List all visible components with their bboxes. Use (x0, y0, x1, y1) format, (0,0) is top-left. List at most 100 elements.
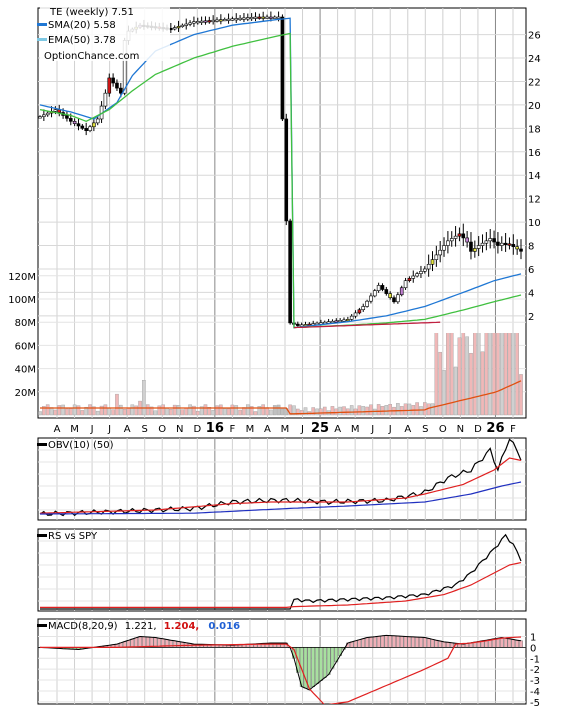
volume-bar (95, 410, 100, 416)
lower-panels-grid (38, 438, 526, 704)
macd-bar (449, 642, 454, 648)
volume-bar (222, 408, 227, 416)
volume-bar (126, 407, 131, 416)
volume-bar (207, 407, 212, 416)
volume-bar (319, 408, 323, 416)
volume-bar (199, 406, 204, 416)
candle-body (272, 16, 277, 19)
x-tick-label: M (70, 424, 79, 435)
volume-bar (161, 404, 165, 416)
macd-bar (322, 647, 327, 678)
x-tick-label: N (176, 424, 183, 435)
x-tick-label: O (158, 424, 166, 435)
volume-bar (142, 380, 146, 416)
macd-bar (411, 636, 416, 648)
macd-bar (315, 647, 319, 684)
macd-bar (376, 636, 381, 648)
macd-bar (134, 637, 139, 648)
volume-tick-label: 120M (8, 272, 36, 283)
volume-bar (330, 406, 335, 416)
candle-body (195, 21, 200, 24)
macd-legend: MACD(8,20,9) 1.221, 1.204, 0.016 (37, 621, 240, 632)
volume-bar (342, 406, 346, 416)
macd-bar (434, 639, 439, 648)
candle-body (184, 23, 189, 26)
macd-bar (365, 637, 369, 648)
macd-signal-line (40, 636, 522, 704)
obv-legend: OBV(10) (50) (37, 440, 114, 451)
price-tick-label: 18 (528, 124, 541, 135)
x-tick-label: J (107, 424, 111, 435)
macd-value: 1.221, (125, 621, 157, 632)
macd-histogram-value: 0.016 (208, 621, 240, 632)
volume-bar (311, 407, 316, 416)
macd-bar (180, 641, 185, 648)
volume-bar (57, 405, 62, 416)
macd-tick-label: -1 (530, 654, 540, 665)
macd-panel (37, 618, 527, 705)
candle-body (492, 238, 496, 243)
volume-tick-label: 100M (8, 295, 36, 306)
rs-legend: RS vs SPY (37, 531, 98, 542)
candle-body (180, 24, 185, 28)
volume-bar (515, 333, 519, 416)
volume-bar (492, 333, 496, 416)
candle-body (342, 319, 346, 322)
candle-body (496, 241, 500, 246)
x-tick-label: M (246, 424, 255, 435)
volume-bar (303, 407, 308, 416)
macd-bar (142, 636, 146, 648)
candle-body (80, 125, 85, 129)
candle-body (349, 315, 354, 320)
candle-body (507, 243, 512, 246)
volume-bar (434, 333, 439, 416)
candle-body (415, 273, 419, 277)
candle-body (426, 263, 431, 270)
legend-sma-swatch (37, 23, 47, 26)
volume-bar (322, 406, 327, 416)
volume-bar (473, 333, 477, 416)
volume-bar (257, 406, 262, 416)
x-tick-label: A (54, 424, 61, 435)
candle-body (365, 300, 369, 307)
macd-bar (442, 641, 446, 648)
candle-body (76, 123, 81, 127)
candle-body (192, 21, 196, 24)
legend-ema-label: EMA(50) 3.78 (48, 35, 116, 46)
volume-bar (461, 333, 466, 416)
price-tick-label: 24 (528, 54, 541, 65)
macd-histogram (38, 635, 526, 691)
macd-bar (507, 638, 512, 648)
price-tick-label: 22 (528, 77, 541, 88)
candle-body (384, 289, 389, 294)
macd-bar (138, 636, 142, 648)
volume-bar (430, 403, 435, 416)
candle-body (119, 87, 123, 94)
volume-bar (280, 408, 285, 416)
volume-bar (349, 405, 354, 416)
macd-bar (419, 637, 423, 648)
candle-body (269, 16, 273, 19)
candle-body (407, 278, 412, 281)
x-tick-label: S (142, 424, 148, 435)
volume-bar (84, 406, 88, 416)
obv-label: OBV(10) (50) (48, 440, 114, 451)
price-tick-label: 14 (528, 171, 541, 182)
volume-bar (130, 404, 135, 416)
macd-tick-label: 0 (530, 643, 536, 654)
price-tick-label: 6 (528, 265, 534, 276)
candle-body (288, 220, 292, 324)
volume-bar (88, 404, 92, 416)
candle-body (245, 17, 250, 20)
candle-body (484, 240, 489, 244)
candle-body (68, 118, 73, 122)
candle-body (326, 321, 331, 324)
candle-body (430, 259, 435, 265)
volume-bar (115, 393, 119, 416)
x-tick-label: 25 (311, 421, 329, 436)
candle-body (457, 233, 462, 237)
legend-title: TE (weekly) 7.51 (49, 7, 134, 18)
price-axis: 26 24 22 20 18 16 14 12 10 8 6 4 2 (528, 31, 541, 323)
volume-bar (134, 405, 139, 416)
volume-bar (192, 405, 196, 416)
